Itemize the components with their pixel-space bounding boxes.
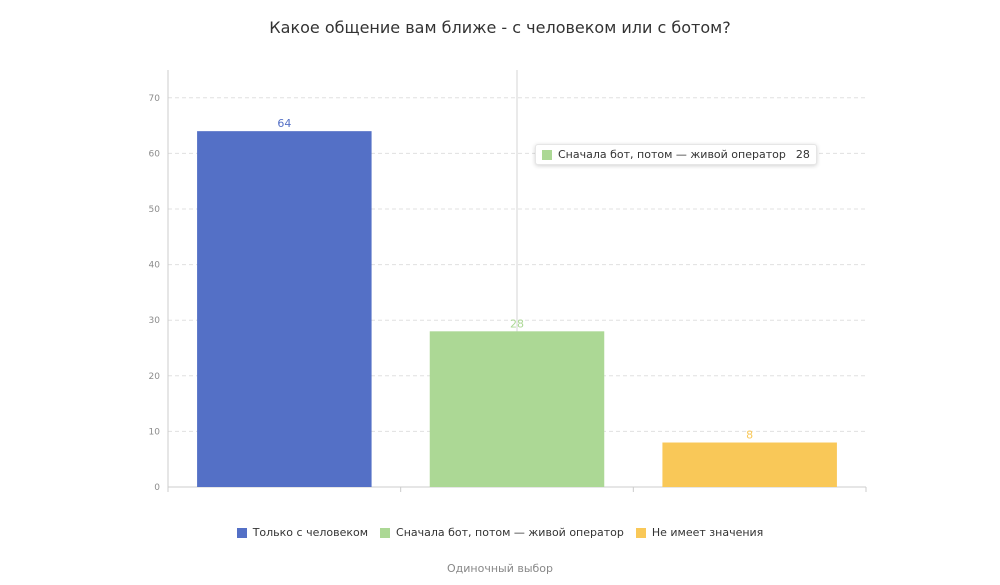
y-tick-label: 20: [149, 372, 161, 382]
bar[interactable]: [197, 131, 372, 487]
tooltip-swatch: [542, 149, 552, 160]
legend-item[interactable]: Только с человеком: [236, 526, 369, 539]
bar-value-label: 64: [277, 117, 291, 130]
question-type-label: Одиночный выбор: [446, 562, 554, 575]
bar[interactable]: [429, 331, 605, 487]
data-labels: 64 28 8: [277, 117, 753, 441]
legend-swatch: [635, 527, 646, 538]
legend-label: Сначала бот, потом — живой оператор: [396, 526, 624, 539]
legend-swatch: [380, 527, 391, 538]
legend-swatch: [236, 527, 247, 538]
chart-legend: Только с человеком Сначала бот, потом — ж…: [0, 526, 1000, 541]
y-tick-label: 70: [149, 94, 161, 104]
bar-value-label: 8: [746, 429, 753, 442]
legend-item[interactable]: Не имеет значения: [635, 526, 764, 539]
legend-label: Только с человеком: [252, 526, 369, 539]
bar[interactable]: [662, 442, 837, 487]
chart-title: Какое общение вам ближе - с человеком ил…: [269, 18, 731, 37]
y-tick-label: 50: [149, 205, 161, 215]
bars: [197, 131, 837, 487]
y-tick-label: 40: [149, 261, 161, 271]
y-tick-label: 0: [154, 483, 160, 493]
bar-value-label: 28: [510, 317, 524, 330]
tooltip-label: Сначала бот, потом — живой оператор: [558, 148, 786, 161]
y-tick-label: 10: [149, 427, 161, 437]
hover-tooltip: Сначала бот, потом — живой оператор 28: [535, 144, 817, 165]
tooltip-value: 28: [795, 148, 810, 161]
legend-label: Не имеет значения: [651, 526, 764, 539]
y-tick-label: 30: [149, 316, 161, 326]
y-tick-label: 60: [149, 149, 161, 159]
legend-item[interactable]: Сначала бот, потом — живой оператор: [380, 526, 624, 539]
